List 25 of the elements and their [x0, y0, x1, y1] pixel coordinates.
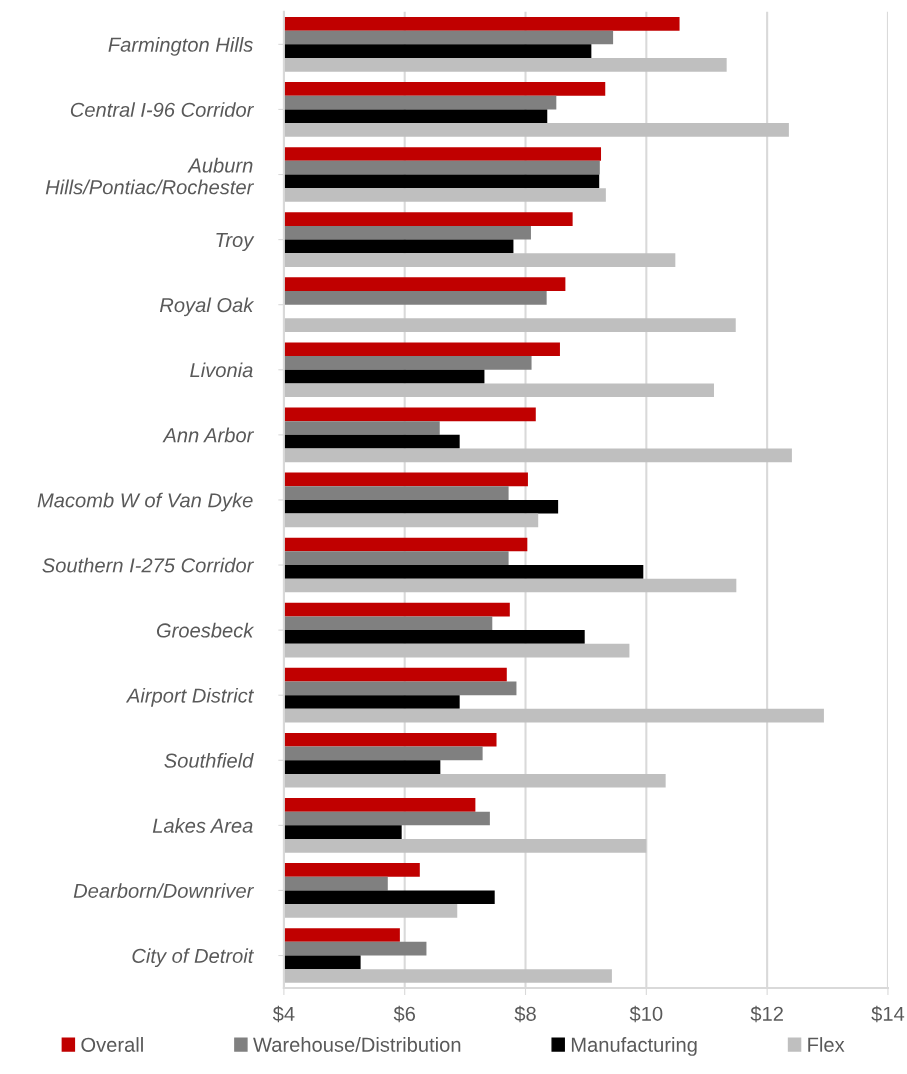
x-tick-label: $6 [393, 1005, 416, 1023]
y-tick-label: Groesbeck [156, 622, 255, 638]
y-tick-label: Macomb W of Van Dyke [37, 492, 253, 512]
y-tick-label: Royal Oak [159, 297, 255, 317]
legend-label: Overall [81, 1037, 143, 1052]
y-tick-label: Airport District [125, 687, 255, 707]
legend-label: Flex [808, 1037, 845, 1052]
y-tick-label: Southern I-275 Corridor [42, 557, 255, 573]
x-tick-label: $8 [514, 1005, 536, 1023]
x-tick-label: $10 [629, 1005, 663, 1023]
y-tick-label: Ann Arbor [162, 427, 255, 443]
y-tick-label: Auburn Hills/Pontiac/Rochester [45, 157, 255, 195]
y-tick-label: Farmington Hills [108, 37, 253, 56]
x-tick-label: $12 [750, 1005, 783, 1023]
legend-label: Manufacturing [571, 1037, 697, 1056]
x-tick-label: $4 [272, 1005, 295, 1023]
y-tick-label: Central I-96 Corridor [70, 102, 255, 117]
y-tick-label: Southfield [164, 752, 254, 768]
y-tick-label: Livonia [190, 362, 253, 378]
y-tick-label: City of Detroit [132, 948, 255, 968]
y-tick-label: Troy [216, 233, 255, 252]
x-tick-label: $14 [871, 1005, 905, 1023]
y-tick-label: Lakes Area [152, 818, 253, 833]
y-tick-label: Dearborn/Downriver [73, 883, 255, 898]
legend-label: Warehouse/Distribution [253, 1037, 461, 1052]
